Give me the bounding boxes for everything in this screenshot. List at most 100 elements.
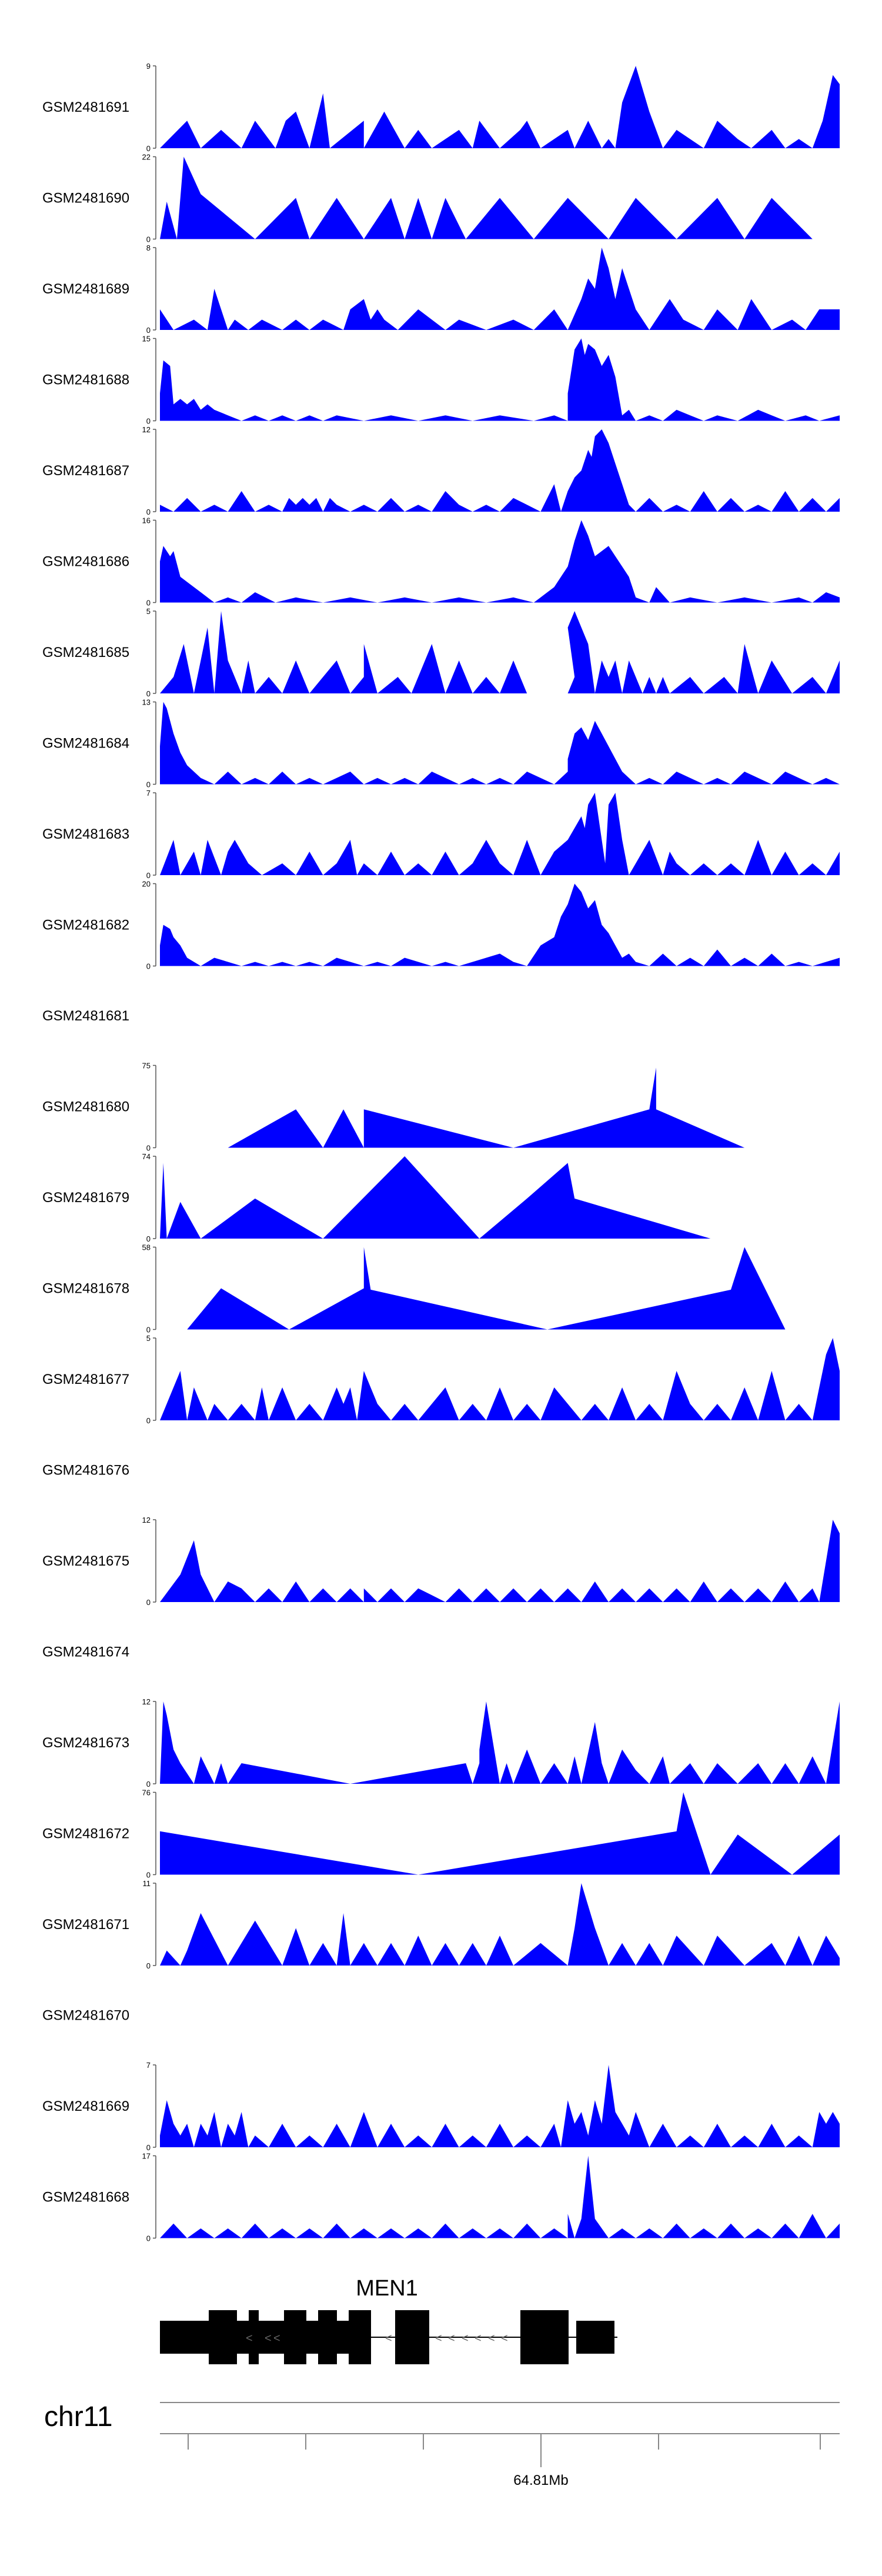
track-label: GSM2481677 [42, 1372, 129, 1387]
y-min-label: 0 [146, 599, 151, 608]
signal-area [160, 156, 840, 239]
track-GSM2481673: GSM2481673 12 0 [42, 1697, 840, 1788]
exon [588, 2321, 614, 2354]
y-axis: 50 [146, 607, 156, 698]
track-GSM2481683: GSM2481683 7 0 [42, 789, 840, 880]
track-label: GSM2481683 [42, 826, 129, 842]
exon [209, 2310, 237, 2364]
y-min-label: 0 [146, 871, 151, 880]
exon [337, 2321, 349, 2354]
signal-area [187, 1247, 786, 1330]
y-max-label: 76 [142, 1788, 151, 1797]
exon [520, 2310, 569, 2364]
y-max-label: 8 [146, 243, 151, 252]
y-max-label: 9 [146, 62, 151, 71]
signal-area [160, 1883, 840, 1966]
signal-area [160, 520, 840, 603]
track-GSM2481668: GSM2481668 17 0 [42, 2152, 840, 2243]
track-label: GSM2481670 [42, 2008, 129, 2024]
gene-label: MEN1 [356, 2276, 418, 2301]
y-min-label: 0 [146, 689, 151, 698]
y-max-label: 16 [142, 516, 151, 525]
y-min-label: 0 [146, 2234, 151, 2243]
y-min-label: 0 [146, 962, 151, 971]
y-max-label: 74 [142, 1152, 151, 1161]
y-max-label: 5 [146, 607, 151, 616]
exon [349, 2310, 371, 2364]
track-GSM2481676: GSM2481676 [42, 1463, 129, 1479]
track-label: GSM2481687 [42, 463, 129, 479]
track-GSM2481672: GSM2481672 76 0 [42, 1788, 840, 1880]
y-axis: 70 [146, 2061, 156, 2152]
y-axis: 90 [146, 62, 156, 153]
track-label: GSM2481688 [42, 372, 129, 388]
track-GSM2481670: GSM2481670 [42, 2008, 129, 2024]
signal-tracks: GSM248169190GSM2481690220GSM248168980GSM… [42, 62, 840, 2243]
gene-track: MEN1 < < < < < < < < < < [160, 2276, 617, 2364]
track-label: GSM2481668 [42, 2190, 129, 2205]
exon [395, 2310, 429, 2364]
y-max-label: 58 [142, 1243, 151, 1252]
y-min-label: 0 [146, 1871, 151, 1880]
y-max-label: 12 [142, 1516, 151, 1524]
y-min-label: 0 [146, 1144, 151, 1153]
y-axis: 75 0 [142, 1062, 156, 1153]
axis-tick-label: 64.81Mb [513, 2472, 568, 2488]
track-label: GSM2481681 [42, 1008, 129, 1024]
track-label: GSM2481690 [42, 191, 129, 206]
track-label: GSM2481679 [42, 1190, 129, 1206]
y-max-label: 20 [142, 880, 151, 889]
signal-area [160, 1338, 840, 1420]
track-label: GSM2481686 [42, 554, 129, 570]
y-min-label: 0 [146, 1780, 151, 1788]
track-GSM2481680: GSM2481680 75 0 [42, 1062, 745, 1153]
track-label: GSM2481671 [42, 1917, 129, 1933]
track-GSM2481674: GSM2481674 [42, 1644, 129, 1660]
y-axis: 12 0 [142, 1516, 156, 1607]
track-GSM2481682: GSM2481682 20 0 [42, 880, 840, 971]
track-label: GSM2481691 [42, 99, 129, 115]
track-GSM2481686: GSM2481686 16 0 [42, 516, 840, 608]
signal-area [160, 429, 840, 512]
y-min-label: 0 [146, 144, 151, 153]
y-max-label: 12 [142, 1697, 151, 1706]
strand-arrow: < [385, 2332, 392, 2345]
exon [318, 2310, 337, 2364]
track-label: GSM2481674 [42, 1644, 129, 1660]
y-axis: 12 0 [142, 425, 156, 516]
track-label: GSM2481684 [42, 736, 129, 752]
track-label: GSM2481680 [42, 1099, 129, 1115]
y-max-label: 11 [143, 1879, 151, 1888]
y-min-label: 0 [146, 1416, 151, 1425]
exon [306, 2321, 318, 2354]
exon [284, 2310, 306, 2364]
track-GSM2481690: GSM2481690 22 0 [42, 153, 840, 244]
signal-area [228, 1067, 745, 1148]
y-max-label: 75 [142, 1062, 151, 1070]
genome-axis: chr11 64.81Mb [44, 2401, 840, 2488]
strand-arrows: < < < < < < < < < < [246, 2332, 508, 2345]
y-axis: 80 [146, 243, 156, 335]
y-axis: 58 0 [142, 1243, 156, 1334]
y-max-label: 15 [142, 335, 151, 343]
signal-area [160, 248, 840, 330]
y-axis: 22 0 [142, 153, 156, 244]
track-GSM2481675: GSM2481675 12 0 [42, 1516, 840, 1607]
y-min-label: 0 [146, 780, 151, 789]
y-max-label: 13 [142, 698, 151, 707]
track-label: GSM2481675 [42, 1553, 129, 1569]
gene-exons [160, 2310, 614, 2364]
strand-arrow: < [488, 2332, 495, 2345]
signal-area [160, 2065, 840, 2147]
y-max-label: 7 [146, 789, 151, 798]
exon [249, 2310, 259, 2364]
track-label: GSM2481678 [42, 1281, 129, 1297]
y-axis: 16 0 [142, 516, 156, 608]
signal-area [160, 1520, 840, 1602]
track-label: GSM2481682 [42, 917, 129, 933]
track-GSM2481678: GSM2481678 58 0 [42, 1243, 786, 1334]
chromosome-label: chr11 [44, 2401, 113, 2432]
